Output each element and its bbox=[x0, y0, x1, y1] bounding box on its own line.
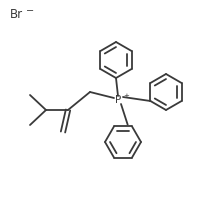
Text: +: + bbox=[123, 93, 129, 99]
Text: P: P bbox=[114, 95, 121, 105]
Text: −: − bbox=[26, 6, 34, 16]
Text: Br: Br bbox=[10, 8, 23, 21]
